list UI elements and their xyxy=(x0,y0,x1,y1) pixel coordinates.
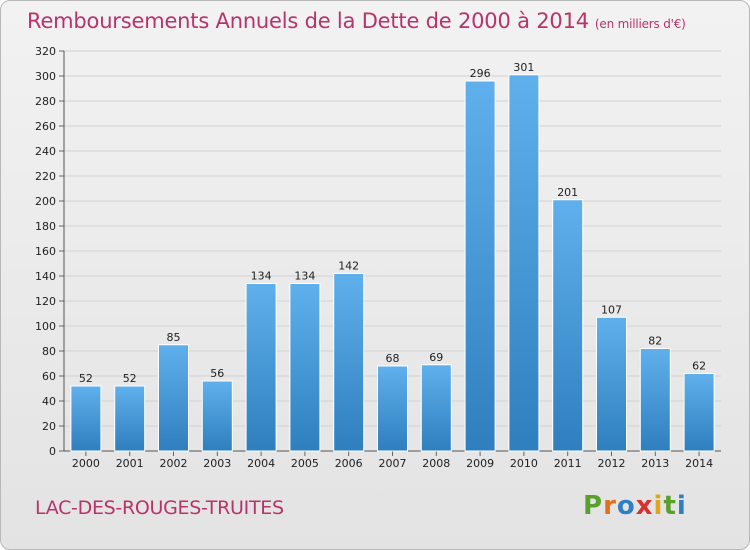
y-tick-label: 40 xyxy=(42,395,56,408)
x-tick-label: 2003 xyxy=(203,457,231,470)
logo-letter: i xyxy=(676,491,687,521)
data-label: 52 xyxy=(79,372,93,385)
y-tick-label: 160 xyxy=(35,245,56,258)
data-label: 107 xyxy=(601,303,622,316)
commune-name: LAC-DES-ROUGES-TRUITES xyxy=(35,497,284,519)
value-labels: 52 52 85 56 134 134 142 68 69 296 301 201 107 82 62 xyxy=(79,61,706,385)
logo-letter: i xyxy=(653,491,664,521)
logo-letter: r xyxy=(603,491,617,521)
y-tick-label: 100 xyxy=(35,320,56,333)
x-tick-label: 2011 xyxy=(554,457,582,470)
bar xyxy=(201,380,233,452)
logo-letter: P xyxy=(583,491,604,521)
data-label: 85 xyxy=(167,331,181,344)
bar xyxy=(333,273,365,452)
data-label: 52 xyxy=(123,372,137,385)
x-tick-label: 2013 xyxy=(641,457,669,470)
bar xyxy=(683,373,715,452)
x-tick-label: 2009 xyxy=(466,457,494,470)
bar xyxy=(158,344,189,452)
x-tick-label: 2002 xyxy=(160,457,188,470)
data-label: 68 xyxy=(386,352,400,365)
y-tick-label: 120 xyxy=(35,295,56,308)
y-tick-label: 60 xyxy=(42,370,56,383)
y-tick-label: 280 xyxy=(35,95,56,108)
y-tick-label: 200 xyxy=(35,195,56,208)
y-tick-label: 320 xyxy=(35,45,56,58)
y-tick-label: 0 xyxy=(49,445,56,458)
data-label: 69 xyxy=(429,351,443,364)
x-tick-label: 2001 xyxy=(116,457,144,470)
bar xyxy=(114,385,146,452)
bar xyxy=(289,283,321,452)
data-label: 134 xyxy=(294,270,315,283)
data-label: 134 xyxy=(251,270,272,283)
bar xyxy=(596,316,627,452)
logo-letter: o xyxy=(616,491,636,521)
title-unit: (en milliers d'€) xyxy=(594,17,686,31)
y-tick-label: 220 xyxy=(35,170,56,183)
bar xyxy=(639,348,671,452)
y-tick-label: 140 xyxy=(35,270,56,283)
data-label: 62 xyxy=(692,360,706,373)
bar xyxy=(420,364,452,452)
y-tick-label: 180 xyxy=(35,220,56,233)
tick-labels: 0 20 40 60 80 100 120 140 160 180 200 220 240 260 280 3… xyxy=(35,45,713,470)
y-tick-label: 260 xyxy=(35,120,56,133)
data-label: 296 xyxy=(470,67,491,80)
bar xyxy=(70,385,102,452)
x-tick-label: 2004 xyxy=(247,457,275,470)
data-label: 301 xyxy=(513,61,534,74)
data-label: 82 xyxy=(648,335,662,348)
data-label: 142 xyxy=(338,260,359,273)
y-tick-label: 240 xyxy=(35,145,56,158)
y-tick-label: 20 xyxy=(42,420,56,433)
x-tick-label: 2006 xyxy=(335,457,363,470)
bar xyxy=(508,74,540,452)
bar xyxy=(377,365,408,452)
x-tick-label: 2007 xyxy=(379,457,407,470)
bar xyxy=(464,80,496,452)
y-tick-label: 300 xyxy=(35,70,56,83)
logo-letter: x xyxy=(635,491,654,521)
title-text: Remboursements Annuels de la Dette de 20… xyxy=(27,9,589,33)
bars xyxy=(70,74,715,452)
y-tick-label: 80 xyxy=(42,345,56,358)
chart-title: Remboursements Annuels de la Dette de 20… xyxy=(27,9,686,33)
data-label: 56 xyxy=(210,367,224,380)
x-tick-label: 2014 xyxy=(685,457,713,470)
x-tick-label: 2012 xyxy=(598,457,626,470)
logo-letter: t xyxy=(663,491,677,521)
bar xyxy=(245,283,277,452)
data-label: 201 xyxy=(557,186,578,199)
x-tick-label: 2010 xyxy=(510,457,538,470)
x-tick-label: 2005 xyxy=(291,457,319,470)
proxiti-logo[interactable]: Proxiti xyxy=(583,491,687,521)
x-tick-label: 2000 xyxy=(72,457,100,470)
x-tick-label: 2008 xyxy=(422,457,450,470)
bar xyxy=(552,199,584,452)
